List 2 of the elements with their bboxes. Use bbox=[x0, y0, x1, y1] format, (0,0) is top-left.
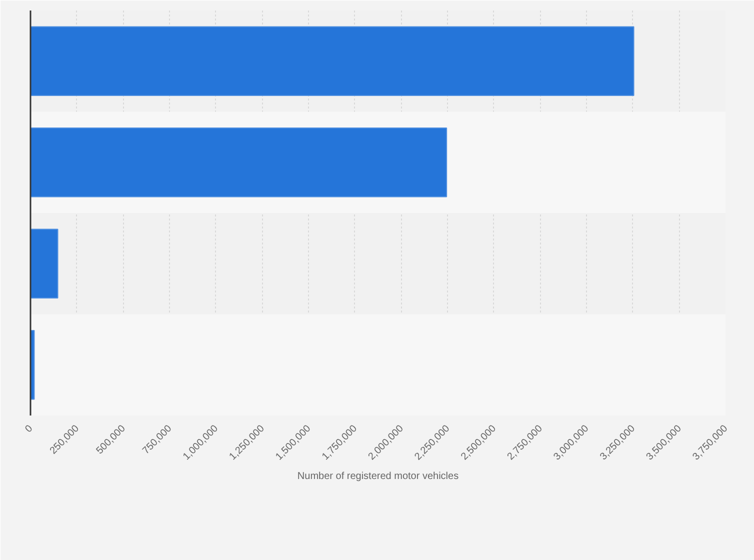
x-axis-title: Number of registered motor vehicles bbox=[297, 470, 459, 482]
x-tick-label: 0 bbox=[23, 423, 36, 436]
